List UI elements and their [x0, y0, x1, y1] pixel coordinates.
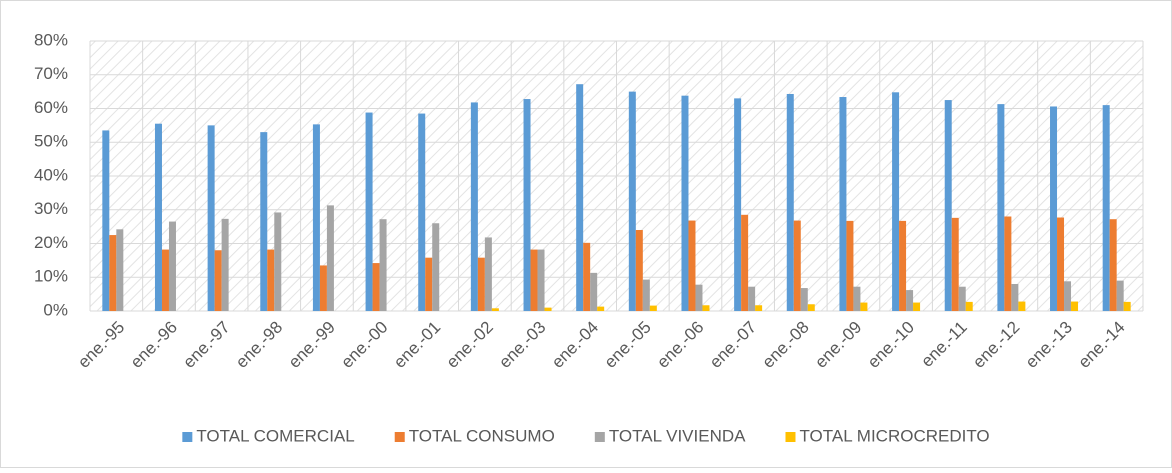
bar [807, 304, 815, 311]
legend-swatch [785, 432, 796, 442]
bar [642, 279, 650, 311]
legend-label: TOTAL VIVIENDA [609, 426, 746, 445]
bar [530, 249, 538, 311]
bar [267, 249, 275, 311]
bar [491, 308, 499, 311]
bar [484, 237, 492, 311]
bar [168, 221, 176, 311]
y-tick-label: 40% [34, 165, 68, 184]
bar [432, 223, 440, 311]
bar [944, 100, 952, 311]
bar [583, 242, 591, 311]
y-tick-label: 10% [34, 267, 68, 286]
bar [537, 249, 545, 311]
bar [116, 229, 124, 311]
bar [597, 306, 605, 311]
legend-swatch [182, 432, 193, 442]
bar [274, 212, 282, 311]
bar [109, 235, 117, 311]
y-tick-label: 70% [34, 64, 68, 83]
bar [312, 124, 320, 311]
legend-swatch [394, 432, 405, 442]
bar [649, 305, 657, 311]
y-tick-label: 50% [34, 132, 68, 151]
bar [319, 265, 327, 311]
bar [846, 220, 854, 311]
bar [372, 263, 380, 311]
bar [326, 205, 334, 311]
y-tick-label: 0% [43, 300, 68, 319]
bar [958, 286, 966, 311]
bar [695, 284, 703, 311]
bar [913, 302, 921, 311]
bar [1102, 105, 1110, 311]
bar [221, 218, 229, 311]
bar [1004, 216, 1012, 311]
bar [839, 97, 847, 312]
bar [102, 130, 110, 311]
bar [906, 290, 914, 311]
bar [207, 125, 215, 311]
bar [576, 84, 584, 311]
y-tick-label: 30% [34, 199, 68, 218]
bar [418, 113, 426, 311]
y-tick-label: 80% [34, 30, 68, 49]
bar [477, 257, 485, 311]
bar [741, 214, 749, 311]
bar [800, 288, 808, 311]
bar [748, 286, 756, 311]
bar [635, 230, 643, 311]
bar [1116, 280, 1124, 311]
legend-swatch [594, 432, 605, 442]
y-tick-label: 60% [34, 98, 68, 117]
bar [214, 250, 222, 311]
legend-label: TOTAL CONSUMO [409, 426, 555, 445]
bar [1011, 284, 1019, 311]
legend-label: TOTAL COMERCIAL [196, 426, 354, 445]
bar [544, 307, 552, 311]
bar [951, 217, 959, 311]
bar [1071, 301, 1079, 311]
bar [860, 302, 868, 311]
bar [899, 220, 907, 311]
bar [379, 219, 387, 311]
bar [154, 123, 162, 311]
bar [470, 102, 478, 311]
bar [1064, 281, 1072, 311]
bar [1057, 217, 1065, 311]
bar [365, 112, 373, 311]
bar [681, 95, 689, 311]
bar [628, 91, 636, 311]
bar [793, 220, 801, 311]
bar [755, 305, 763, 311]
bar [1109, 219, 1117, 311]
bar [1050, 106, 1058, 311]
bar [997, 104, 1005, 311]
bar [688, 220, 696, 311]
bar [523, 99, 531, 311]
y-tick-label: 20% [34, 233, 68, 252]
bar [1123, 301, 1131, 311]
bar [965, 301, 973, 311]
bar [425, 257, 433, 311]
bar [734, 98, 742, 311]
bar [892, 92, 900, 311]
bar [1018, 301, 1026, 311]
bar [702, 305, 710, 311]
bar [260, 132, 268, 311]
bar [786, 93, 794, 311]
bar [590, 272, 598, 311]
legend-label: TOTAL MICROCREDITO [799, 426, 989, 445]
bar [853, 286, 861, 311]
bar [161, 249, 169, 311]
